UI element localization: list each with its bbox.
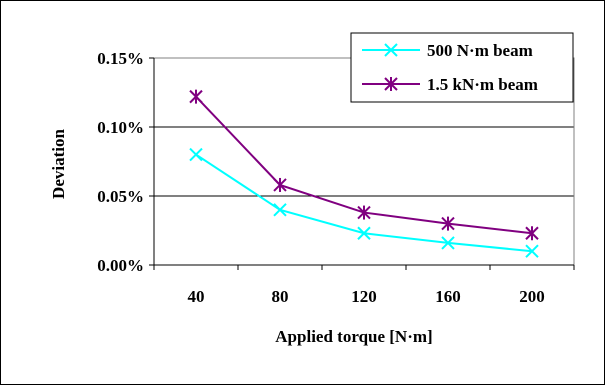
legend-label: 500 N·m beam (427, 41, 533, 60)
y-axis-label: Deviation (49, 129, 68, 199)
legend-item[interactable]: 1.5 kN·m beam (362, 75, 538, 94)
x-tick-label: 40 (188, 287, 205, 306)
legend[interactable]: 500 N·m beam 1.5 kN·m beam (350, 32, 574, 103)
x-marker (273, 203, 287, 217)
legend-item[interactable]: 500 N·m beam (362, 41, 533, 60)
asterisk-marker (273, 177, 287, 192)
series-group (189, 89, 539, 258)
asterisk-marker (384, 77, 398, 91)
x-marker (525, 244, 539, 258)
axes (149, 57, 575, 270)
x-marker (441, 236, 455, 250)
x-marker (357, 226, 371, 240)
y-tick-label: 0.00% (97, 256, 144, 275)
y-tick-label: 0.15% (97, 49, 144, 68)
y-tick-label: 0.05% (97, 187, 144, 206)
asterisk-marker (441, 216, 455, 231)
x-marker (384, 43, 398, 57)
x-tick-label: 160 (435, 287, 461, 306)
legend-box (350, 32, 574, 103)
x-tick-label: 200 (519, 287, 545, 306)
y-tick-label: 0.10% (97, 118, 144, 137)
legend-label: 1.5 kN·m beam (427, 75, 538, 94)
series-line (195, 153, 533, 253)
tick-labels: 0.00% 0.05% 0.10% 0.15% 40 80 120 160 200 (97, 49, 545, 306)
x-tick-label: 120 (351, 287, 377, 306)
asterisk-marker (525, 226, 539, 241)
x-marker (189, 147, 203, 162)
asterisk-marker (189, 89, 203, 104)
x-axis-label: Applied torque [N·m] (275, 327, 432, 346)
asterisk-marker (357, 205, 371, 220)
x-tick-label: 80 (272, 287, 289, 306)
